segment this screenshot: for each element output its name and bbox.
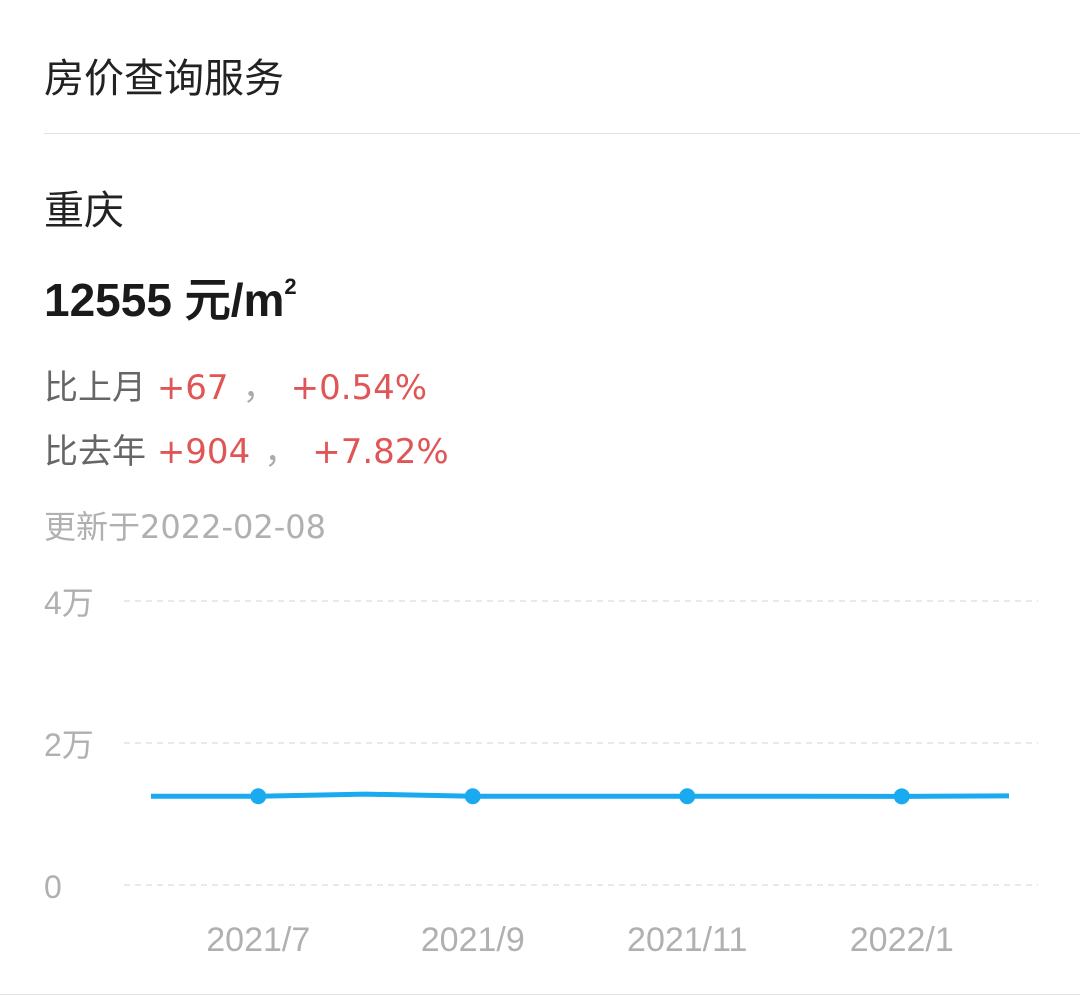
- yoy-label: 比去年: [44, 432, 146, 472]
- mom-change: +67: [156, 368, 229, 408]
- data-point: [250, 788, 267, 805]
- price-number: 12555: [44, 274, 172, 326]
- price-chart: 0 2万 4万 2021/7 2021/9 2021/11 2022/1: [44, 585, 1038, 959]
- mom-sep: ，: [242, 368, 277, 408]
- x-tick-label: 2021/9: [421, 921, 525, 959]
- yoy-row: 比去年 +904 ， +7.82%: [44, 424, 449, 473]
- y-tick-label: 0: [44, 869, 62, 905]
- bottom-divider: [0, 994, 1080, 995]
- yoy-percent: +7.82%: [312, 432, 449, 472]
- mom-row: 比上月 +67 ， +0.54%: [44, 360, 427, 409]
- updated-time: 更新于2022-02-08: [44, 508, 326, 546]
- mom-percent: +0.54%: [290, 368, 428, 408]
- y-tick-label: 2万: [44, 727, 94, 763]
- x-tick-label: 2021/11: [627, 921, 747, 959]
- yoy-change: +904: [156, 432, 251, 472]
- x-tick-label: 2022/1: [850, 921, 954, 959]
- price-unit-sup: 2: [284, 274, 297, 299]
- page-title: 房价查询服务: [44, 56, 284, 102]
- yoy-sep: ，: [264, 432, 299, 472]
- y-tick-label: 4万: [44, 585, 94, 621]
- price-unit: 元/m: [184, 274, 285, 326]
- divider: [44, 133, 1080, 134]
- mom-label: 比上月: [44, 368, 146, 408]
- price-value: 12555 元/m2: [44, 264, 297, 330]
- data-point: [464, 788, 481, 805]
- data-point: [893, 788, 910, 805]
- data-point: [679, 788, 696, 805]
- x-tick-label: 2021/7: [206, 921, 310, 959]
- city-name: 重庆: [44, 188, 124, 234]
- series-line: [151, 791, 1010, 799]
